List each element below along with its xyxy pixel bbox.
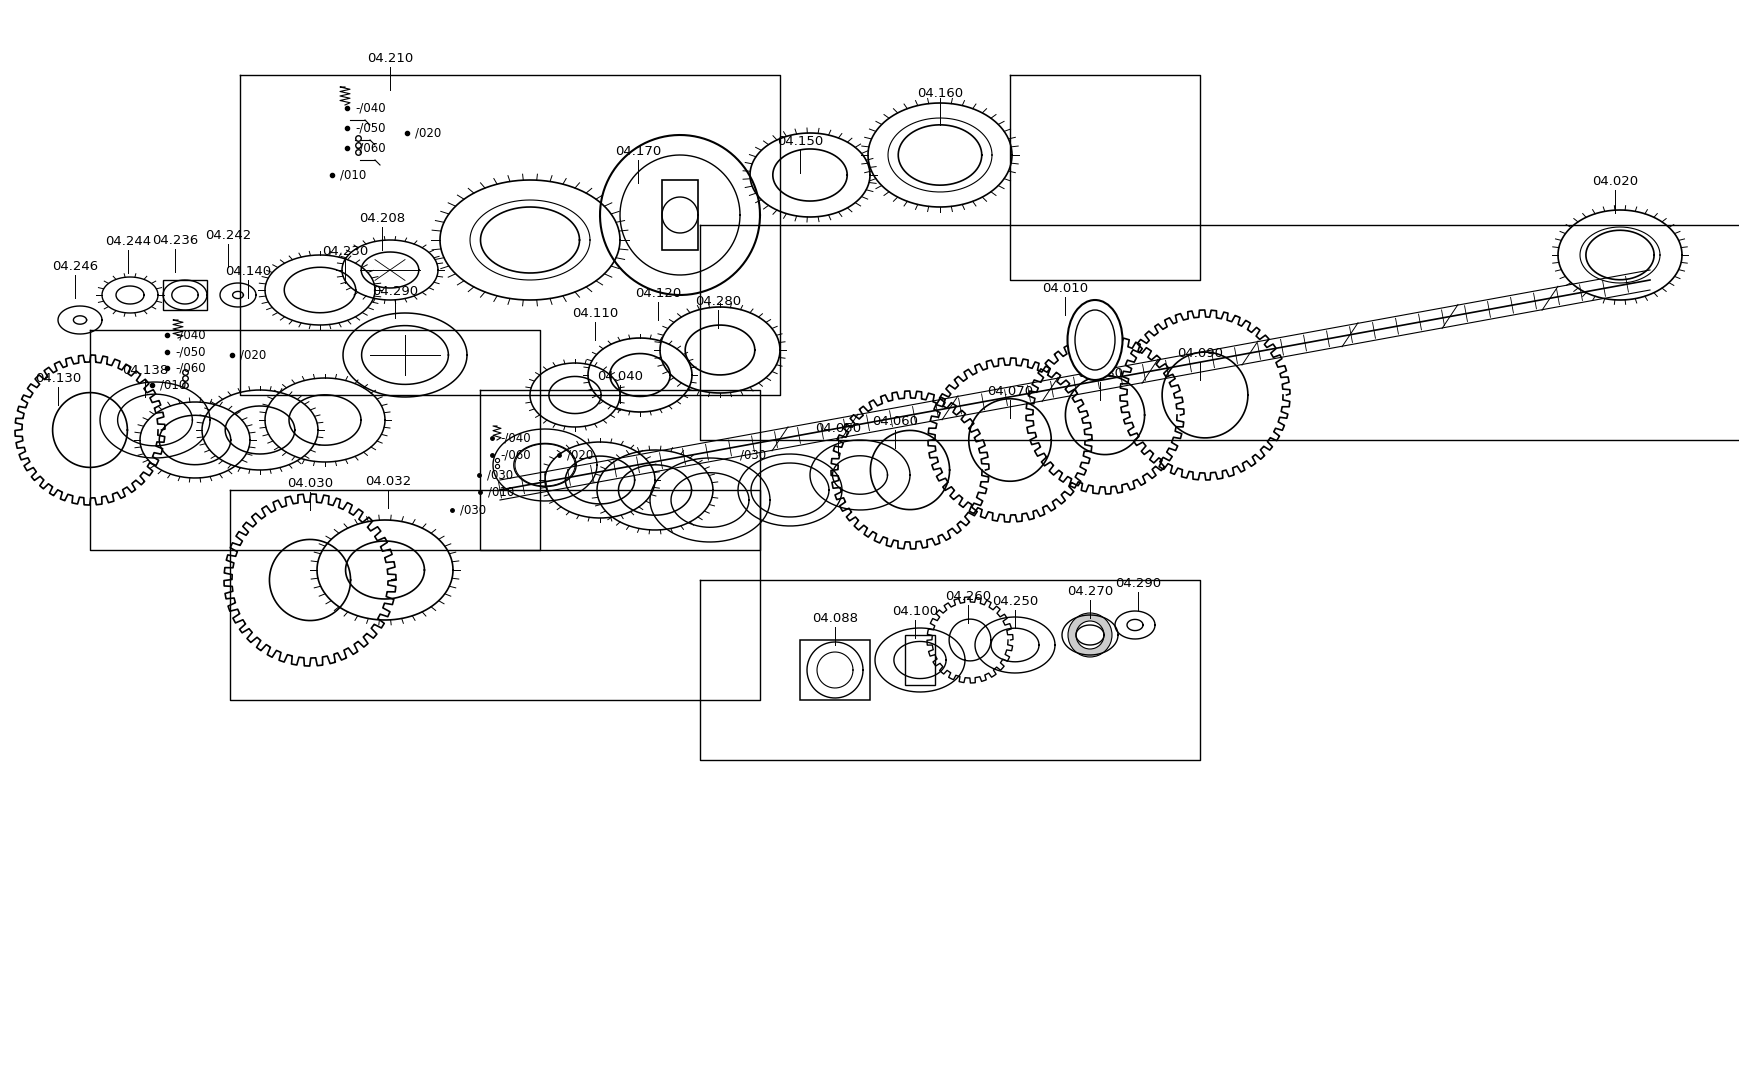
Text: 04.270: 04.270 [1066, 585, 1113, 598]
Text: 04.090: 04.090 [1176, 347, 1223, 360]
Text: 04.236: 04.236 [151, 234, 198, 247]
Text: -/040: -/040 [499, 431, 530, 444]
Ellipse shape [1068, 300, 1122, 380]
Text: /030: /030 [739, 448, 765, 461]
Text: 04.138: 04.138 [122, 364, 169, 377]
Ellipse shape [1075, 310, 1115, 370]
Text: 04.244: 04.244 [104, 235, 151, 248]
Text: -/050: -/050 [176, 346, 205, 358]
Text: 04.210: 04.210 [367, 52, 412, 65]
Bar [800, 640, 870, 700]
Text: /030: /030 [459, 504, 485, 517]
Text: 04.290: 04.290 [372, 285, 417, 299]
Text: 04.260: 04.260 [944, 590, 991, 603]
Text: 04.290: 04.290 [1115, 577, 1160, 590]
Text: -/060: -/060 [355, 141, 386, 154]
Text: 04.110: 04.110 [572, 307, 617, 320]
Text: 04.030: 04.030 [287, 477, 332, 490]
Text: 04.060: 04.060 [871, 415, 918, 428]
Bar [661, 180, 697, 250]
Text: 04.088: 04.088 [812, 612, 857, 625]
Text: /010: /010 [487, 486, 515, 499]
Text: 04.032: 04.032 [365, 475, 410, 488]
Text: -/060: -/060 [499, 448, 530, 461]
Text: 04.250: 04.250 [991, 595, 1038, 608]
Text: 04.280: 04.280 [694, 295, 741, 308]
Text: 04.070: 04.070 [986, 385, 1033, 398]
Text: 04.150: 04.150 [776, 135, 823, 148]
Text: 04.020: 04.020 [1591, 175, 1636, 188]
Text: 04.160: 04.160 [916, 87, 962, 100]
Text: /010: /010 [160, 379, 186, 392]
Text: 04.242: 04.242 [205, 229, 250, 242]
Text: /030: /030 [487, 469, 513, 482]
Text: /020: /020 [416, 126, 442, 139]
Text: 04.130: 04.130 [35, 372, 82, 385]
Text: -/040: -/040 [176, 328, 205, 341]
Text: 04.050: 04.050 [814, 422, 861, 435]
Text: /020: /020 [240, 349, 266, 362]
Bar [904, 635, 934, 685]
Text: /010: /010 [339, 168, 365, 182]
Text: 04.246: 04.246 [52, 260, 97, 273]
Text: -/050: -/050 [355, 122, 386, 135]
Text: 04.080: 04.080 [1076, 367, 1122, 380]
Text: 04.170: 04.170 [614, 146, 661, 158]
Text: /020: /020 [567, 448, 593, 461]
Text: 04.208: 04.208 [358, 212, 405, 225]
Text: 04.010: 04.010 [1042, 282, 1087, 295]
Text: -/040: -/040 [355, 102, 386, 114]
Text: 04.140: 04.140 [224, 265, 271, 278]
Text: 04.040: 04.040 [596, 370, 643, 383]
Text: 04.230: 04.230 [322, 245, 369, 258]
Text: 04.100: 04.100 [892, 605, 937, 618]
Text: 04.120: 04.120 [635, 287, 680, 300]
Wedge shape [1068, 613, 1111, 657]
Bar [163, 280, 207, 310]
Text: -/060: -/060 [176, 362, 205, 374]
